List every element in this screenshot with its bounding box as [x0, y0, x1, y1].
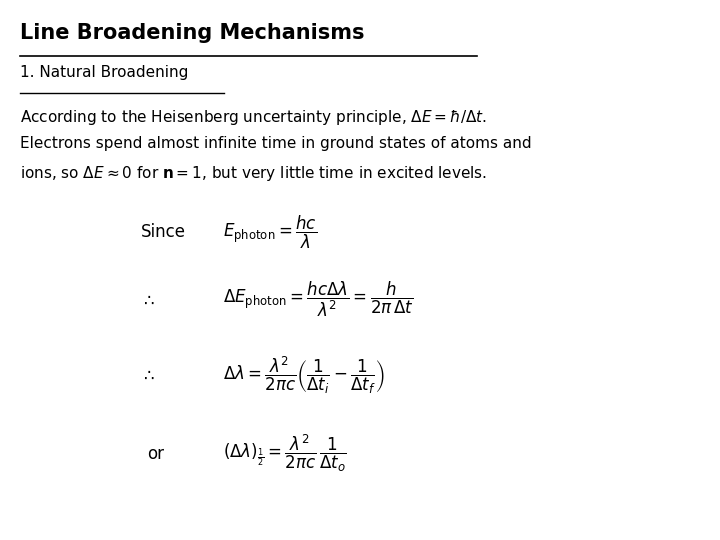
Text: 1. Natural Broadening: 1. Natural Broadening	[20, 65, 189, 80]
Text: Line Broadening Mechanisms: Line Broadening Mechanisms	[20, 23, 364, 43]
Text: Electrons spend almost infinite time in ground states of atoms and: Electrons spend almost infinite time in …	[20, 136, 532, 151]
Text: $\therefore$: $\therefore$	[140, 366, 156, 384]
Text: $\Delta E_{\mathrm{photon}} = \dfrac{hc\Delta\lambda}{\lambda^2} = \dfrac{h}{2\p: $\Delta E_{\mathrm{photon}} = \dfrac{hc\…	[223, 280, 414, 319]
Text: $(\Delta\lambda)_{\frac{1}{2}} = \dfrac{\lambda^2}{2\pi c}\,\dfrac{1}{\Delta t_o: $(\Delta\lambda)_{\frac{1}{2}} = \dfrac{…	[223, 433, 347, 474]
Text: or: or	[148, 444, 165, 463]
Text: Since: Since	[140, 223, 186, 241]
Text: ions, so $\Delta E \approx 0$ for $\mathbf{n} = 1$, but very little time in exci: ions, so $\Delta E \approx 0$ for $\math…	[20, 164, 487, 183]
Text: $\therefore$: $\therefore$	[140, 291, 156, 309]
Text: $\Delta\lambda = \dfrac{\lambda^2}{2\pi c}\left(\dfrac{1}{\Delta t_i} - \dfrac{1: $\Delta\lambda = \dfrac{\lambda^2}{2\pi …	[223, 355, 384, 396]
Text: According to the Heisenberg uncertainty principle, $\Delta E = \hbar/\Delta t$.: According to the Heisenberg uncertainty …	[20, 108, 487, 127]
Text: $E_{\mathrm{photon}} = \dfrac{hc}{\lambda}$: $E_{\mathrm{photon}} = \dfrac{hc}{\lambd…	[223, 214, 318, 251]
